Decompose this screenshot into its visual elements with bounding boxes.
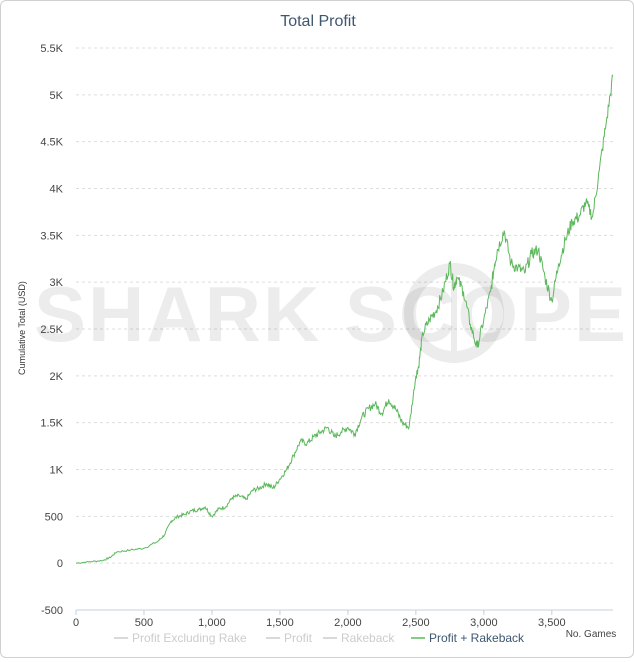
series-layer [75, 74, 614, 564]
legend-item[interactable]: Profit Excluding Rake [114, 631, 247, 645]
legend-label: Rakeback [341, 631, 395, 645]
series-line-profit-rakeback [75, 74, 614, 564]
y-tick-label: 1.5K [40, 418, 63, 430]
watermark-logo-icon [404, 263, 504, 363]
y-tick-label: 0 [57, 558, 63, 570]
legend-item[interactable]: Profit [266, 631, 313, 645]
x-tick-label: 1,000 [198, 617, 226, 629]
legend-label: Profit Excluding Rake [132, 631, 247, 645]
chart-title: Total Profit [280, 13, 356, 30]
y-tick-label: 1K [50, 465, 64, 477]
x-tick-label: 3,000 [470, 617, 498, 629]
y-axis-label: Cumulative Total (USD) [17, 281, 27, 375]
x-tick-label: 2,500 [402, 617, 430, 629]
x-tick-label: 2,000 [334, 617, 362, 629]
watermark-text: SHARK SCOPE [34, 270, 628, 358]
x-tick-label: 500 [135, 617, 153, 629]
y-tick-label: -500 [41, 605, 63, 617]
legend-label: Profit + Rakeback [429, 631, 525, 645]
y-tick-label: 2K [50, 371, 64, 383]
y-tick-label: 2.5K [40, 324, 63, 336]
y-tick-label: 5.5K [40, 43, 63, 55]
legend-label: Profit [284, 631, 313, 645]
legend: Profit Excluding Rake Profit Rakeback Profi… [114, 631, 525, 645]
y-tick-label: 5K [50, 90, 64, 102]
y-axis-ticks: -500 0 500 1K 1.5K 2K 2.5K 3K 3.5K 4K 4.5K 5K 5.5K [40, 43, 63, 617]
x-axis-label: No. Games [566, 629, 617, 640]
y-tick-label: 3.5K [40, 230, 63, 242]
x-tick-label: 3,500 [538, 617, 566, 629]
x-axis-ticks: 0 500 1,000 1,500 2,000 2,500 3,000 3,500 [73, 610, 566, 629]
y-tick-label: 500 [45, 511, 63, 523]
x-tick-label: 1,500 [266, 617, 294, 629]
x-tick-label: 0 [73, 617, 79, 629]
y-tick-label: 4K [50, 184, 64, 196]
y-tick-label: 4.5K [40, 137, 63, 149]
legend-item[interactable]: Rakeback [323, 631, 395, 645]
y-tick-label: 3K [50, 277, 64, 289]
legend-item[interactable]: Profit + Rakeback [411, 631, 525, 645]
